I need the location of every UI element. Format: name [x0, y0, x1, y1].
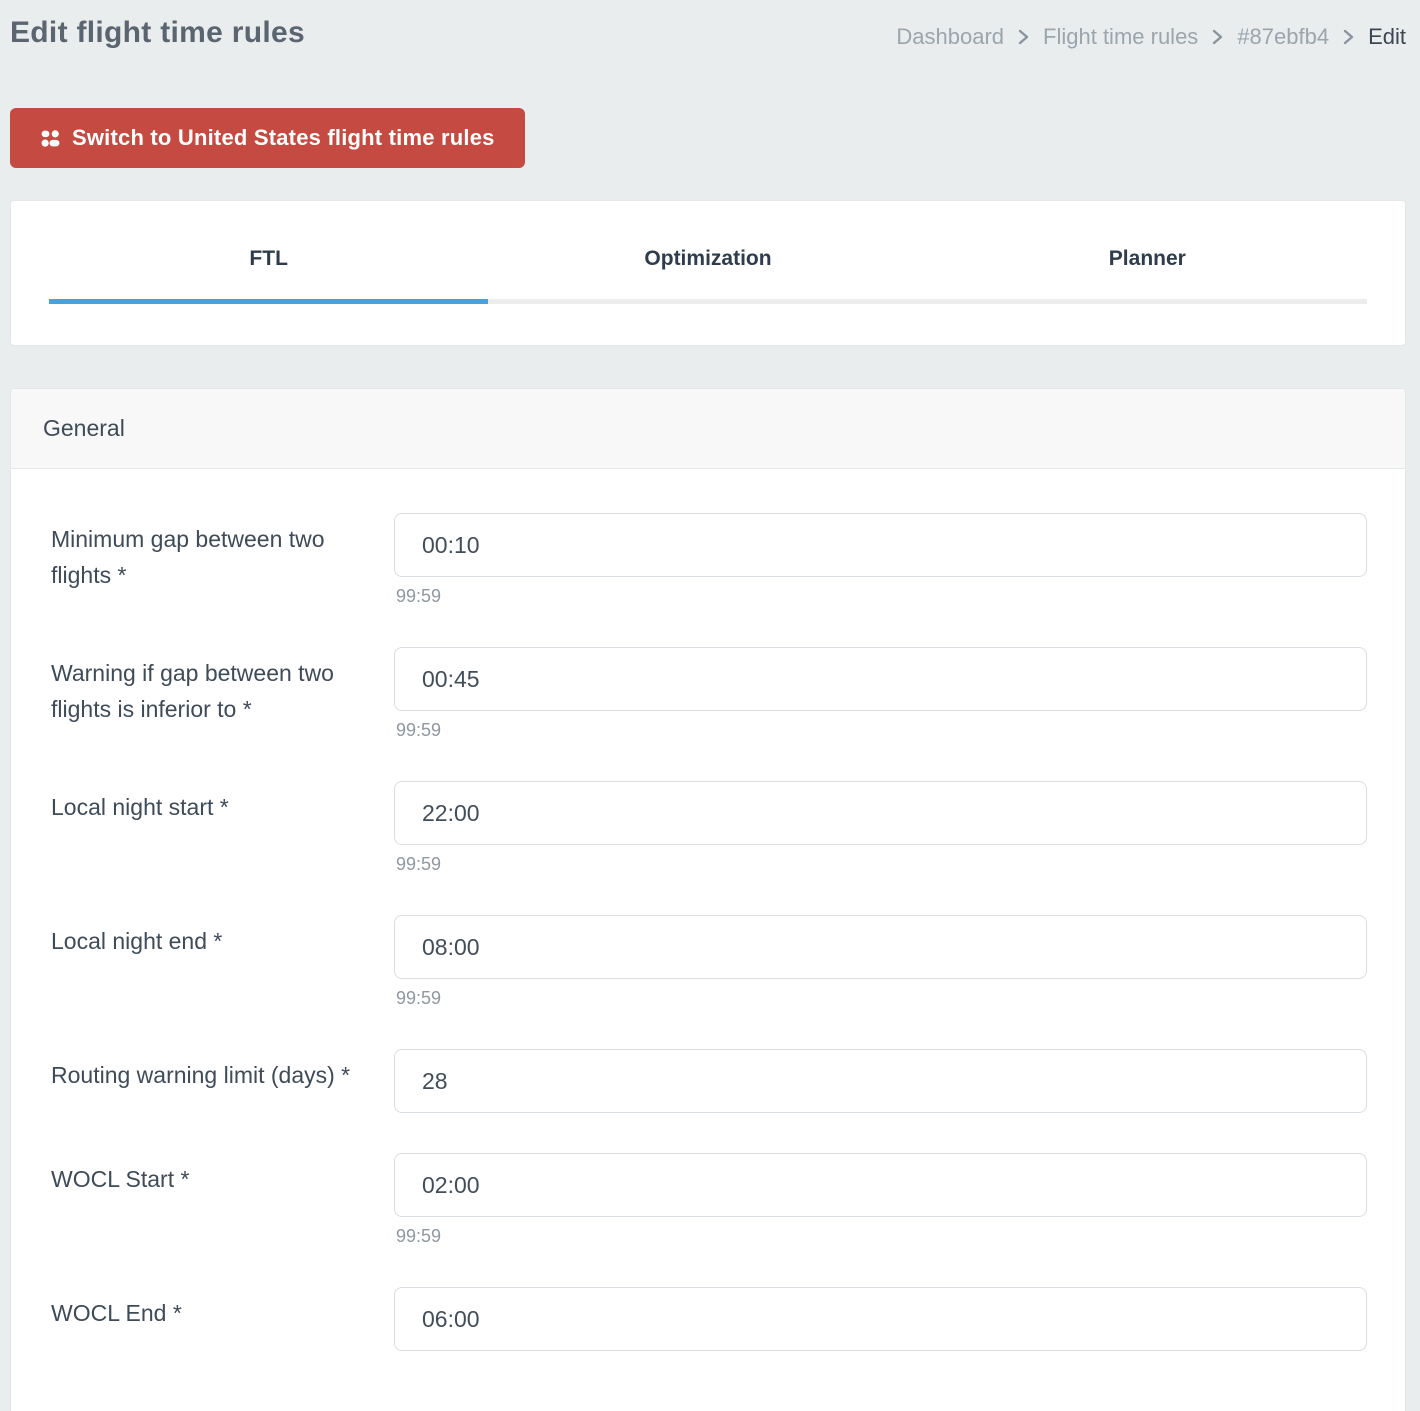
field-wocl-start: WOCL Start * 99:59: [51, 1153, 1367, 1247]
field-local-night-end: Local night end * 99:59: [51, 915, 1367, 1009]
field-helper: 99:59: [396, 1226, 442, 1246]
general-section-card: General Minimum gap between two flights …: [10, 388, 1406, 1411]
field-minimum-gap: Minimum gap between two flights * 99:59: [51, 513, 1367, 607]
field-helper: 99:59: [396, 720, 442, 740]
field-label: Local night start *: [51, 794, 229, 820]
breadcrumb-item-flight-time-rules[interactable]: Flight time rules: [1043, 24, 1199, 49]
breadcrumb-item-rule-id[interactable]: #87ebfb4: [1237, 24, 1330, 49]
field-label: Minimum gap between two flights *: [51, 526, 325, 588]
field-label: WOCL Start *: [51, 1166, 190, 1192]
wocl-end-input[interactable]: [394, 1287, 1367, 1351]
warning-gap-input[interactable]: [394, 647, 1367, 711]
field-routing-warning-limit: Routing warning limit (days) *: [51, 1049, 1367, 1113]
chevron-right-icon: [1342, 27, 1355, 47]
breadcrumb-item-dashboard[interactable]: Dashboard: [896, 24, 1005, 49]
tab-optimization[interactable]: Optimization: [488, 247, 928, 304]
section-header-general: General: [11, 389, 1405, 469]
general-form: Minimum gap between two flights * 99:59 …: [11, 469, 1405, 1411]
routing-warning-limit-input[interactable]: [394, 1049, 1367, 1113]
page-header: Edit flight time rules Dashboard Flight …: [10, 0, 1406, 50]
section-title: General: [43, 415, 125, 441]
local-night-start-input[interactable]: [394, 781, 1367, 845]
field-helper: 99:59: [396, 854, 442, 874]
page-title: Edit flight time rules: [10, 16, 305, 49]
tab-ftl[interactable]: FTL: [49, 247, 489, 304]
tabs: FTL Optimization Planner: [49, 247, 1367, 304]
field-wocl-end: WOCL End *: [51, 1287, 1367, 1351]
field-helper: 99:59: [396, 988, 442, 1008]
chevron-right-icon: [1017, 27, 1030, 47]
field-label: WOCL End *: [51, 1300, 182, 1326]
field-label: Routing warning limit (days) *: [51, 1062, 351, 1088]
breadcrumb: Dashboard Flight time rules #87ebfb4 Edi…: [896, 16, 1406, 50]
switch-flight-rules-label: Switch to United States flight time rule…: [72, 125, 495, 150]
field-label: Warning if gap between two flights is in…: [51, 660, 334, 722]
field-label: Local night end *: [51, 928, 223, 954]
tab-planner[interactable]: Planner: [927, 247, 1367, 304]
field-helper: 99:59: [396, 586, 442, 606]
field-warning-gap: Warning if gap between two flights is in…: [51, 647, 1367, 741]
chevron-right-icon: [1211, 27, 1224, 47]
local-night-end-input[interactable]: [394, 915, 1367, 979]
minimum-gap-input[interactable]: [394, 513, 1367, 577]
switch-flight-rules-button[interactable]: Switch to United States flight time rule…: [10, 108, 525, 168]
wocl-start-input[interactable]: [394, 1153, 1367, 1217]
shuffle-icon: [40, 128, 61, 149]
field-local-night-start: Local night start * 99:59: [51, 781, 1367, 875]
tabs-card: FTL Optimization Planner: [10, 200, 1406, 346]
breadcrumb-item-edit: Edit: [1368, 24, 1406, 49]
